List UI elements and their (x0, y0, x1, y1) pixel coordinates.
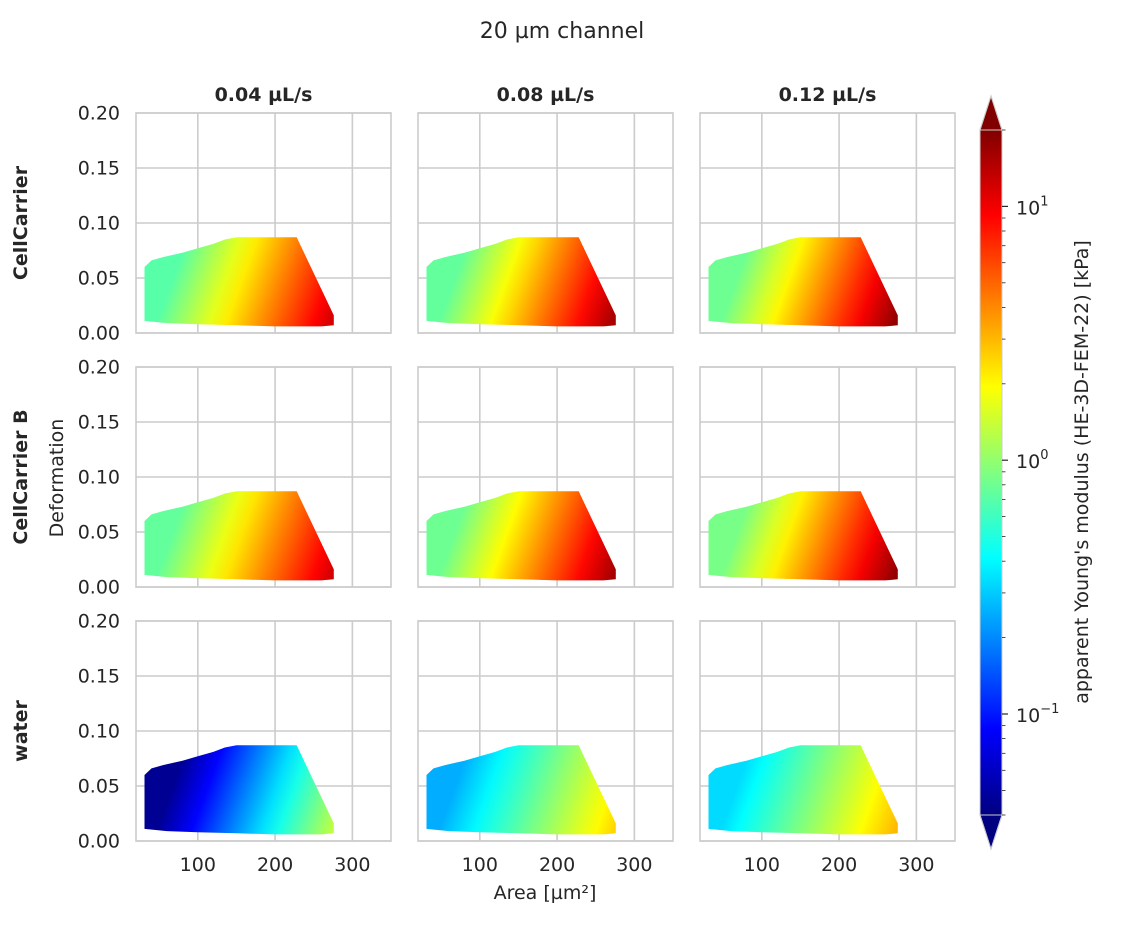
y-tick-label: 0.20 (78, 357, 120, 379)
panel-grid: 0.04 µL/s 0.08 µL/s 0.12 µL/s CellCarrier Ce… (10, 84, 956, 876)
modulus-region (708, 237, 898, 327)
panel: 100 200 300 (699, 620, 956, 876)
column-title: 0.04 µL/s (215, 84, 313, 106)
y-tick-label: 0.00 (78, 323, 120, 345)
panel-frame (135, 112, 392, 334)
panel: 0.00 0.05 0.10 0.15 0.20 100 200 300 (78, 611, 392, 876)
panel-frame (417, 112, 674, 334)
x-tick-label: 100 (462, 854, 498, 876)
column-title: 0.08 µL/s (497, 84, 595, 106)
colorbar-tick-label: 100 (1016, 448, 1048, 473)
panel: 0.00 0.05 0.10 0.15 0.20 (78, 357, 392, 599)
panel (417, 366, 674, 588)
colorbar: 10−1 100 101 apparent Young's modulus (HE-3… (979, 94, 1093, 851)
colorbar-gradient (980, 130, 1002, 815)
x-axis-label: Area [µm²] (494, 882, 597, 904)
y-tick-label: 0.15 (78, 412, 120, 434)
y-tick-label: 0.10 (78, 721, 120, 743)
panel (699, 112, 956, 334)
y-tick-label: 0.05 (78, 268, 120, 290)
y-tick-label: 0.15 (78, 158, 120, 180)
panel: 0.00 0.05 0.10 0.15 0.20 (78, 103, 392, 345)
modulus-region (426, 491, 616, 581)
modulus-region (144, 491, 334, 581)
x-tick-label: 200 (821, 854, 857, 876)
panel-frame (699, 366, 956, 588)
panel (699, 366, 956, 588)
y-tick-label: 0.10 (78, 467, 120, 489)
x-tick-label: 100 (180, 854, 216, 876)
panel (417, 112, 674, 334)
panel: 100 200 300 (417, 620, 674, 876)
figure-title: 20 µm channel (480, 19, 644, 44)
row-title: CellCarrier (10, 165, 32, 280)
row-title: water (10, 700, 32, 762)
modulus-region (426, 237, 616, 327)
y-tick-label: 0.05 (78, 776, 120, 798)
modulus-region (708, 745, 898, 835)
colorbar-extend-min (979, 814, 1003, 851)
y-tick-label: 0.00 (78, 577, 120, 599)
colorbar-extend-max (979, 94, 1003, 131)
panel-frame (417, 366, 674, 588)
y-tick-label: 0.20 (78, 103, 120, 125)
x-tick-label: 300 (334, 854, 370, 876)
colorbar-tick-label: 10−1 (1016, 702, 1059, 727)
x-tick-label: 200 (257, 854, 293, 876)
modulus-region (426, 745, 616, 835)
row-title: CellCarrier B (10, 409, 32, 544)
x-tick-label: 100 (744, 854, 780, 876)
modulus-region (144, 237, 334, 327)
panel-frame (699, 620, 956, 842)
x-tick-label: 200 (539, 854, 575, 876)
modulus-region (144, 745, 334, 835)
y-tick-label: 0.00 (78, 831, 120, 853)
colorbar-tick-label: 101 (1016, 194, 1048, 219)
y-tick-label: 0.10 (78, 213, 120, 235)
panel-frame (417, 620, 674, 842)
y-axis-label: Deformation (46, 419, 68, 538)
x-tick-label: 300 (898, 854, 934, 876)
y-tick-label: 0.20 (78, 611, 120, 633)
y-tick-label: 0.05 (78, 522, 120, 544)
panel-frame (135, 366, 392, 588)
panel-frame (135, 620, 392, 842)
colorbar-label: apparent Young's modulus (HE-3D-FEM-22) … (1071, 240, 1093, 704)
panel-frame (699, 112, 956, 334)
x-tick-label: 300 (616, 854, 652, 876)
modulus-region (708, 491, 898, 581)
column-title: 0.12 µL/s (779, 84, 877, 106)
y-tick-label: 0.15 (78, 666, 120, 688)
